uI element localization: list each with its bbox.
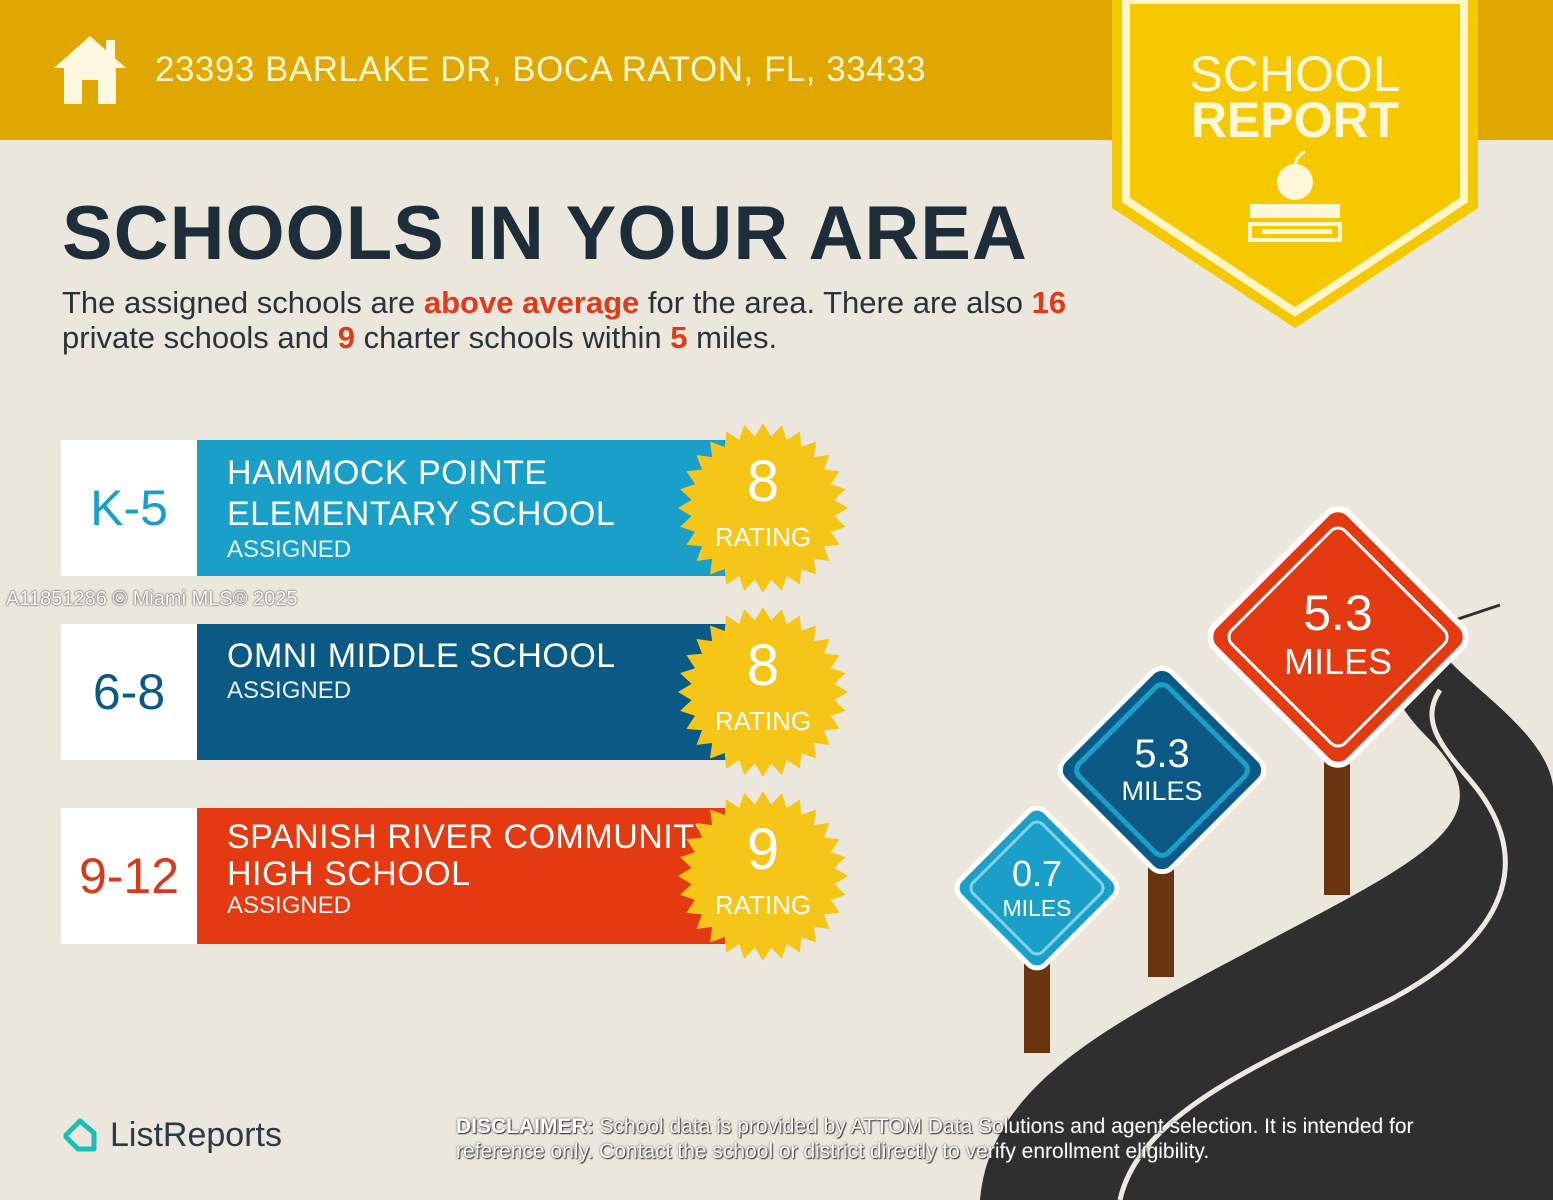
sign-distance: 5.3	[1303, 585, 1373, 641]
school-name: SPANISH RIVER COMMUNITY	[227, 818, 718, 856]
rating-value: 8	[746, 633, 780, 698]
sign-post	[1024, 960, 1050, 1053]
rating-starburst-icon	[678, 791, 848, 961]
school-name-line2: ELEMENTARY SCHOOL	[227, 495, 616, 533]
listreports-logo: ListReports	[60, 1115, 282, 1155]
disclaimer: DISCLAIMER: School data is provided by A…	[456, 1115, 1414, 1163]
house-icon	[54, 36, 126, 104]
rating-label: RATING	[714, 890, 812, 920]
distance-sign-elementary	[954, 805, 1120, 971]
school-name: OMNI MIDDLE SCHOOL	[227, 637, 616, 675]
rating-label: RATING	[714, 706, 812, 736]
sign-distance: 0.7	[1011, 853, 1063, 894]
intro-text: The assigned schools are above average f…	[62, 285, 1067, 355]
sign-unit: MILES	[1121, 776, 1203, 806]
grade-range: 9-12	[61, 808, 197, 944]
badge-line1: SCHOOL	[1189, 46, 1401, 102]
sign-unit: MILES	[1002, 895, 1072, 921]
school-bar: OMNI MIDDLE SCHOOL ASSIGNED	[197, 624, 727, 760]
rating-value: 8	[746, 449, 780, 514]
logo-text: ListReports	[110, 1115, 282, 1154]
badge-line2: REPORT	[1190, 92, 1400, 148]
school-report-badge	[1112, 0, 1478, 328]
apple-on-books-icon	[1248, 150, 1342, 242]
school-bar: HAMMOCK POINTE ELEMENTARY SCHOOL ASSIGNE…	[197, 440, 727, 576]
rating-starburst-icon	[678, 607, 848, 777]
rating-starburst-icon	[678, 423, 848, 593]
rating-value: 9	[746, 817, 780, 882]
school-row-middle: 6-8 OMNI MIDDLE SCHOOL ASSIGNED 8 RATING	[61, 607, 861, 777]
sign-distance: 5.3	[1134, 732, 1190, 776]
school-status: ASSIGNED	[227, 892, 352, 919]
property-address: 23393 BARLAKE DR, BOCA RATON, FL, 33433	[155, 50, 927, 89]
mls-watermark: A11851286 © Miami MLS® 2025	[6, 588, 298, 610]
school-name: HAMMOCK POINTE	[227, 454, 548, 492]
grade-range: 6-8	[61, 624, 197, 760]
school-bar: SPANISH RIVER COMMUNITY HIGH SCHOOL ASSI…	[197, 808, 727, 944]
school-status: ASSIGNED	[227, 677, 352, 704]
school-status: ASSIGNED	[227, 536, 352, 563]
distance-sign-high	[1207, 506, 1469, 768]
grade-range: K-5	[61, 440, 197, 576]
school-name-line2: HIGH SCHOOL	[227, 855, 471, 893]
school-row-elementary: K-5 HAMMOCK POINTE ELEMENTARY SCHOOL ASS…	[61, 423, 861, 593]
sign-unit: MILES	[1283, 641, 1393, 682]
rating-label: RATING	[714, 522, 812, 552]
page-title: SCHOOLS IN YOUR AREA	[62, 191, 1028, 276]
distance-sign-middle	[1057, 665, 1267, 875]
school-row-high: 9-12 SPANISH RIVER COMMUNITY HIGH SCHOOL…	[61, 791, 861, 961]
sign-post	[1148, 860, 1174, 977]
listreports-logo-icon	[63, 1118, 97, 1152]
